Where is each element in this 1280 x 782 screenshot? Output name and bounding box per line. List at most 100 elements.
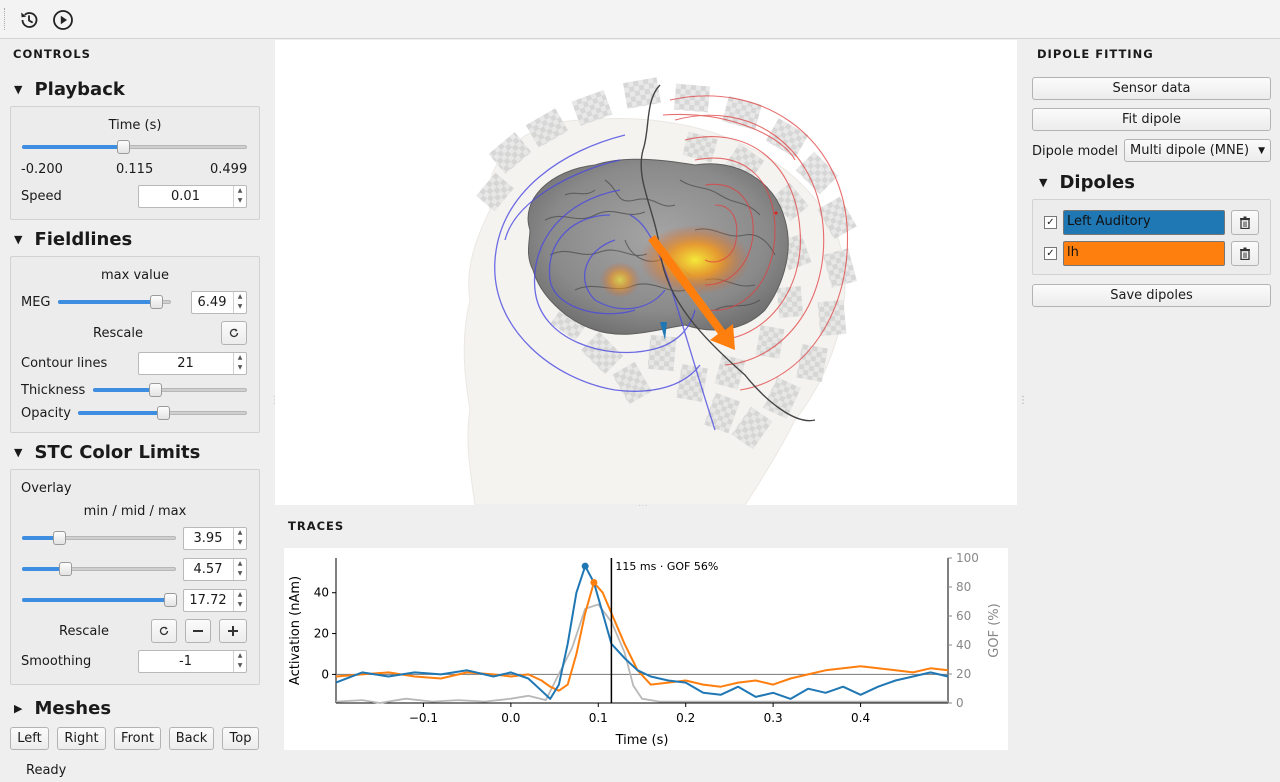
dipole-model-label: Dipole model — [1032, 144, 1119, 159]
overlay-label: Overlay — [21, 481, 72, 496]
stc-header-label: STC Color Limits — [34, 442, 201, 463]
meg-label: MEG — [21, 295, 51, 310]
plus-icon — [228, 626, 238, 636]
y-tick-label: 40 — [314, 586, 329, 600]
stc-min-value: 3.95 — [193, 531, 223, 546]
stc-mid-value: 4.57 — [193, 562, 223, 577]
smoothing-spinbox[interactable]: -1 ▲ ▼ — [138, 650, 247, 673]
spin-arrows-icon[interactable]: ▲ ▼ — [233, 353, 246, 374]
chevron-down-icon: ▼ — [1258, 145, 1265, 156]
spin-arrows-icon[interactable]: ▲ ▼ — [233, 528, 246, 549]
stc-decrease-button[interactable] — [185, 619, 211, 643]
expanded-triangle-icon: ▼ — [14, 83, 23, 96]
dipole-name-field[interactable]: lh — [1063, 241, 1225, 266]
toolbar-grip[interactable] — [4, 8, 7, 30]
y2-tick-label: 100 — [956, 551, 979, 565]
spin-arrows-icon[interactable]: ▲ ▼ — [233, 590, 246, 611]
view-back-button[interactable]: Back — [169, 727, 214, 750]
slider-handle[interactable] — [52, 531, 66, 545]
contour-label: Contour lines — [21, 356, 108, 371]
peak-marker — [581, 562, 589, 570]
peak-marker — [590, 579, 598, 587]
view-right-button[interactable]: Right — [57, 727, 106, 750]
slider-handle[interactable] — [117, 140, 131, 154]
y2-axis-label: GOF (%) — [987, 603, 1002, 657]
delete-dipole-button[interactable] — [1231, 241, 1259, 266]
traces-chart[interactable]: −0.1 0.0 0.1 0.2 0.3 0.4 0 20 40 0 20 40 60 80 100 Time… — [284, 548, 1008, 750]
view-left-button[interactable]: Left — [10, 727, 49, 750]
meshes-section-header[interactable]: ▶ Meshes — [14, 698, 111, 719]
right-splitter-handle[interactable]: ⋮ — [1018, 395, 1028, 406]
spin-arrows-icon[interactable]: ▲ ▼ — [233, 186, 246, 207]
stc-increase-button[interactable] — [219, 619, 247, 643]
y-tick-label: 20 — [314, 627, 329, 641]
controls-title: CONTROLS — [13, 47, 91, 61]
dipole-checkbox[interactable]: ✓ — [1044, 247, 1057, 260]
stc-max-spinbox[interactable]: 17.72 ▲ ▼ — [183, 589, 247, 612]
x-tick-label: 0.1 — [589, 711, 608, 725]
smoothing-value: -1 — [179, 654, 192, 669]
time-slider[interactable] — [22, 139, 247, 155]
view-front-button[interactable]: Front — [114, 727, 161, 750]
meshes-header-label: Meshes — [34, 698, 112, 719]
opacity-slider[interactable] — [78, 405, 247, 421]
dipole-model-select[interactable]: Multi dipole (MNE) ▼ — [1124, 139, 1271, 162]
fieldlines-header-label: Fieldlines — [34, 229, 133, 250]
spin-arrows-icon[interactable]: ▲ ▼ — [233, 292, 246, 313]
spin-arrows-icon[interactable]: ▲ ▼ — [233, 559, 246, 580]
stc-mid-slider[interactable] — [22, 561, 176, 577]
speed-label: Speed — [21, 189, 62, 204]
center-splitter-handle[interactable]: ⋯ — [638, 500, 648, 511]
brain-3d-viewport[interactable] — [275, 40, 1017, 505]
y-axis-label: Activation (nAm) — [288, 576, 303, 685]
expanded-triangle-icon: ▼ — [14, 233, 23, 246]
y2-tick-label: 40 — [956, 638, 971, 652]
smoothing-label: Smoothing — [21, 654, 92, 669]
traces-title: TRACES — [288, 519, 345, 533]
history-button[interactable] — [17, 8, 41, 32]
refresh-icon — [229, 328, 239, 338]
dipoles-section-header[interactable]: ▼ Dipoles — [1039, 172, 1135, 193]
delete-dipole-button[interactable] — [1231, 210, 1259, 235]
expanded-triangle-icon: ▼ — [1039, 176, 1048, 189]
thickness-slider[interactable] — [93, 382, 247, 398]
slider-handle[interactable] — [59, 562, 73, 576]
stc-min-slider[interactable] — [22, 530, 176, 546]
x-tick-label: 0.3 — [764, 711, 783, 725]
x-tick-label: 0.0 — [501, 711, 520, 725]
fieldlines-rescale-button[interactable] — [221, 321, 247, 345]
slider-handle[interactable] — [150, 295, 164, 309]
play-button[interactable] — [51, 8, 75, 32]
slider-handle[interactable] — [156, 406, 170, 420]
y2-tick-label: 0 — [956, 696, 964, 710]
stc-section-header[interactable]: ▼ STC Color Limits — [14, 442, 200, 463]
sensor-data-button[interactable]: Sensor data — [1032, 77, 1271, 100]
x-tick-label: −0.1 — [409, 711, 438, 725]
cursor-annotation: 115 ms · GOF 56% — [615, 560, 718, 573]
stc-max-slider[interactable] — [22, 592, 177, 608]
speed-spinbox[interactable]: 0.01 ▲ ▼ — [138, 185, 247, 208]
meg-spinbox[interactable]: 6.49 ▲ ▼ — [191, 291, 247, 314]
stc-rescale-button[interactable] — [151, 619, 177, 643]
dipole-name-field[interactable]: Left Auditory — [1063, 210, 1225, 235]
fieldlines-box — [10, 256, 260, 433]
view-top-button[interactable]: Top — [222, 727, 259, 750]
stc-mid-spinbox[interactable]: 4.57 ▲ ▼ — [183, 558, 247, 581]
playback-section-header[interactable]: ▼ Playback — [14, 79, 125, 100]
spin-arrows-icon[interactable]: ▲ ▼ — [233, 651, 246, 672]
save-dipoles-button[interactable]: Save dipoles — [1032, 284, 1271, 307]
y2-tick-label: 80 — [956, 580, 971, 594]
dipole-fitting-title: DIPOLE FITTING — [1037, 47, 1154, 61]
x-tick-label: 0.4 — [851, 711, 870, 725]
dipole-trace-line — [335, 581, 949, 692]
fieldlines-rescale-label: Rescale — [93, 326, 143, 341]
slider-handle[interactable] — [148, 383, 162, 397]
meg-slider[interactable] — [58, 294, 171, 310]
stc-min-spinbox[interactable]: 3.95 ▲ ▼ — [183, 527, 247, 550]
fit-dipole-button[interactable]: Fit dipole — [1032, 108, 1271, 131]
dipole-checkbox[interactable]: ✓ — [1044, 216, 1057, 229]
slider-handle[interactable] — [163, 593, 177, 607]
fieldlines-section-header[interactable]: ▼ Fieldlines — [14, 229, 132, 250]
contour-spinbox[interactable]: 21 ▲ ▼ — [138, 352, 247, 375]
toolbar — [0, 0, 1280, 39]
